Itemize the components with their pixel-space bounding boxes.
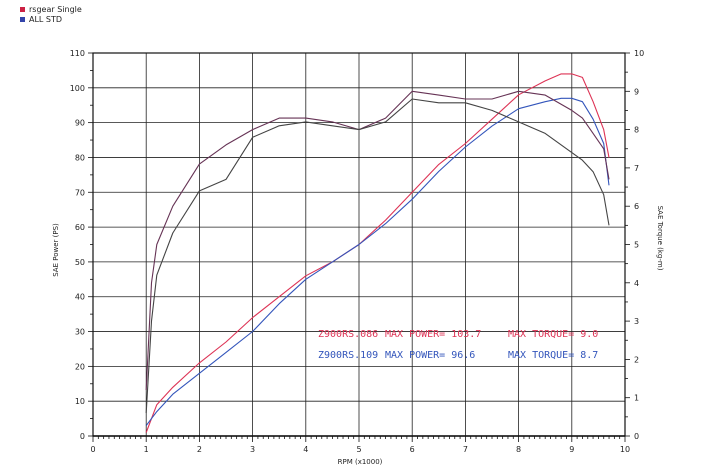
series-all-std-power-line	[145, 97, 610, 426]
x-tick-label: 10	[620, 445, 630, 454]
x-tick-label: 7	[463, 445, 468, 454]
y-right-tick-label: 4	[634, 279, 639, 288]
y-left-tick-label: 90	[75, 119, 85, 128]
x-axis-label: RPM (x1000)	[338, 458, 383, 466]
annotation-max-torque: MAX TORQUE= 8.7	[508, 350, 598, 361]
series-rsgear-single-torque-line	[145, 90, 610, 391]
annotation-row-1: Z900RS.086 MAX POWER= 103.7 MAX TORQUE= …	[318, 329, 598, 340]
plot-frame	[88, 52, 630, 442]
x-tick-label: 9	[569, 445, 574, 454]
y-left-tick-label: 20	[75, 362, 85, 371]
series-all-std-torque-line	[145, 98, 610, 414]
y-right-tick-label: 7	[634, 164, 639, 173]
x-axis: 0 1 2 3 4 5 6 7 8 9 10	[90, 445, 630, 454]
x-tick-label: 4	[303, 445, 308, 454]
y-right-tick-label: 1	[634, 394, 639, 403]
y-right-tick-label: 10	[634, 49, 644, 58]
annotation-max-power: MAX POWER= 96.6	[385, 350, 475, 361]
y-right-tick-label: 8	[634, 126, 639, 135]
y-left-tick-label: 10	[75, 397, 85, 406]
annotation-row-2: Z900RS.109 MAX POWER= 96.6 MAX TORQUE= 8…	[318, 350, 598, 361]
annotation-max-power: MAX POWER= 103.7	[385, 329, 481, 340]
annotation-max-torque: MAX TORQUE= 9.0	[508, 329, 598, 340]
x-tick-label: 6	[410, 445, 415, 454]
y-right-tick-label: 2	[634, 355, 639, 364]
x-tick-label: 0	[90, 445, 95, 454]
y-left-tick-label: 30	[75, 328, 85, 337]
x-tick-label: 3	[250, 445, 255, 454]
y-left-tick-label: 110	[70, 49, 85, 58]
y-axis-left: 0 10 20 30 40 50 60 70 80 90 100 110	[70, 49, 85, 441]
y-left-tick-label: 60	[75, 223, 85, 232]
y-left-tick-label: 80	[75, 153, 85, 162]
y-left-tick-label: 0	[80, 432, 85, 441]
y-axis-right: 0 1 2 3 4 5 6 7 8 9 10	[634, 49, 644, 441]
y-left-tick-label: 50	[75, 258, 85, 267]
y-right-tick-label: 5	[634, 241, 639, 250]
legend-swatch-red	[20, 6, 25, 12]
series-rsgear-single-power-line	[145, 73, 610, 433]
legend: rsgear Single ALL STD	[20, 4, 82, 24]
y-left-tick-label: 70	[75, 188, 85, 197]
x-tick-label: 5	[356, 445, 361, 454]
annotation-model: Z900RS.086	[318, 329, 378, 340]
legend-swatch-blue	[20, 16, 25, 22]
annotation-model: Z900RS.109	[318, 350, 378, 361]
legend-item: ALL STD	[20, 14, 82, 24]
y-right-tick-label: 0	[634, 432, 639, 441]
y-left-tick-label: 100	[70, 84, 85, 93]
y-left-tick-label: 40	[75, 293, 85, 302]
legend-label: rsgear Single	[29, 4, 82, 14]
y-right-tick-label: 3	[634, 317, 639, 326]
series-lines	[145, 73, 610, 433]
y-right-tick-label: 6	[634, 202, 639, 211]
legend-item: rsgear Single	[20, 4, 82, 14]
y-right-tick-label: 9	[634, 87, 639, 96]
y-axis-right-label: SAE Torque (kg-m)	[656, 206, 664, 271]
y-axis-left-label: SAE Power (PS)	[52, 223, 60, 277]
x-tick-label: 8	[516, 445, 521, 454]
legend-label: ALL STD	[29, 14, 63, 24]
x-tick-label: 1	[144, 445, 149, 454]
x-tick-label: 2	[197, 445, 202, 454]
